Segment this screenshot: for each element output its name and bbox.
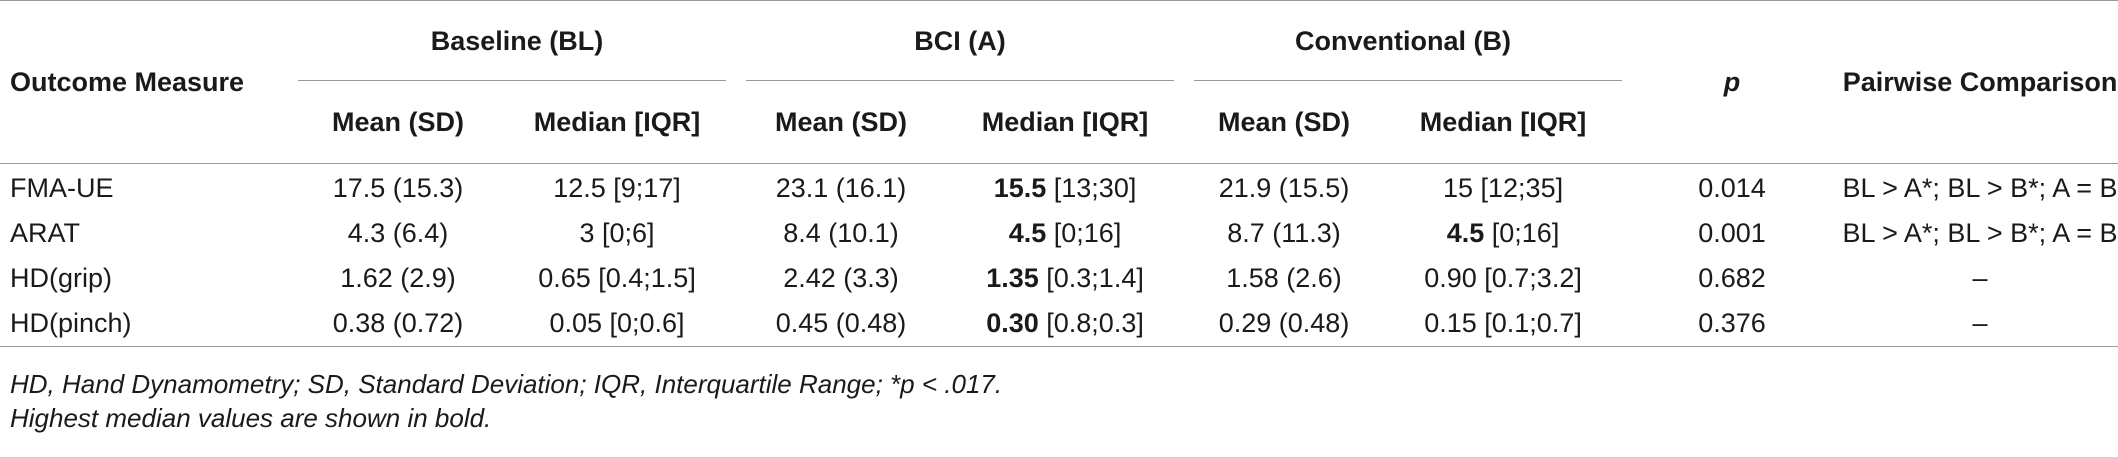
cell-a-median: 0.30 [0.8;0.3] [946, 301, 1185, 347]
median-value-bold: 4.5 [1446, 218, 1485, 248]
cell-bl-mean: 4.3 (6.4) [347, 218, 449, 248]
iqr-value: [0.7;3.2] [1476, 263, 1582, 293]
header-group-bci-label: BCI (A) [914, 25, 1006, 56]
table-footnotes: HD, Hand Dynamometry; SD, Standard Devia… [10, 367, 1002, 435]
table-row: ARAT 4.3 (6.4) 3 [0;6] 8.4 (10.1) 4.5 [0… [0, 211, 2118, 256]
cell-a-mean: 8.4 (10.1) [783, 218, 899, 248]
subheader-bl-mean: Mean (SD) [331, 106, 464, 137]
cell-pairwise: – [1972, 263, 1988, 293]
subheader-a-mean: Mean (SD) [775, 106, 908, 137]
cell-bl-median: 12.5 [9;17] [498, 164, 736, 212]
header-row-stats: Mean (SD) Median [IQR] Mean (SD) Median … [0, 81, 2118, 164]
iqr-value: [0;16] [1484, 218, 1560, 248]
median-value: 0.05 [549, 308, 602, 338]
cell-p: 0.376 [1622, 301, 1843, 347]
cell-pairwise: BL > A*; BL > B*; A = B [1842, 218, 2118, 248]
results-table: Outcome Measure Baseline (BL) BCI (A) Co… [0, 0, 2118, 347]
footnote-bold-explanation: Highest median values are shown in bold. [10, 403, 492, 433]
median-value: 15 [1442, 173, 1474, 203]
table-row: FMA-UE 17.5 (15.3) 12.5 [9;17] 23.1 (16.… [0, 164, 2118, 212]
iqr-value: [0;0.6] [602, 308, 685, 338]
iqr-value: [0.3;1.4] [1038, 263, 1144, 293]
cell-bl-median: 0.65 [0.4;1.5] [498, 256, 736, 301]
results-table-container: Outcome Measure Baseline (BL) BCI (A) Co… [0, 0, 2118, 347]
header-outcome-measure: Outcome Measure [0, 0, 298, 164]
subheader-bl-median: Median [IQR] [533, 106, 701, 137]
cell-pairwise: BL > A*; BL > B*; A = B [1842, 173, 2118, 203]
iqr-value: [0.1;0.7] [1476, 308, 1582, 338]
group-underline-bci [746, 80, 1175, 81]
cell-p: 0.001 [1698, 218, 1766, 248]
table-row: HD(grip) 1.62 (2.9) 0.65 [0.4;1.5] 2.42 … [0, 256, 2118, 301]
cell-a-mean: 0.45 (0.48) [736, 301, 947, 347]
cell-measure: ARAT [10, 218, 81, 248]
header-group-conventional-label: Conventional (B) [1295, 25, 1512, 56]
subheader-b-median: Median [IQR] [1419, 106, 1587, 137]
iqr-value: [13;30] [1046, 173, 1137, 203]
cell-bl-median: 3 [0;6] [498, 211, 736, 256]
cell-a-mean: 2.42 (3.3) [783, 263, 899, 293]
median-value: 0.65 [538, 263, 591, 293]
cell-a-mean: 23.1 (16.1) [775, 173, 907, 203]
cell-a-median: 4.5 [0;16] [946, 211, 1184, 256]
iqr-value: [0.8;0.3] [1038, 308, 1144, 338]
cell-bl-mean: 0.38 (0.72) [298, 301, 498, 347]
table-body: FMA-UE 17.5 (15.3) 12.5 [9;17] 23.1 (16.… [0, 164, 2118, 347]
cell-p: 0.014 [1698, 173, 1766, 203]
header-row-groups: Outcome Measure Baseline (BL) BCI (A) Co… [0, 0, 2118, 164]
group-underline-baseline [298, 80, 727, 81]
cell-bl-median: 0.05 [0;0.6] [498, 301, 737, 347]
header-group-bci: BCI (A) [736, 0, 1185, 81]
median-value: 0.15 [1424, 308, 1477, 338]
iqr-value: [0;16] [1046, 218, 1122, 248]
median-value: 3 [579, 218, 595, 248]
cell-a-median: 15.5 [13;30] [946, 164, 1184, 212]
cell-b-median: 15 [12;35] [1384, 164, 1622, 212]
cell-b-mean: 8.7 (11.3) [1227, 218, 1341, 248]
cell-b-mean: 0.29 (0.48) [1184, 301, 1385, 347]
cell-b-mean: 1.58 (2.6) [1226, 263, 1342, 293]
header-group-baseline-label: Baseline (BL) [430, 25, 604, 56]
header-p-value: p [1622, 0, 1843, 164]
subheader-a-median: Median [IQR] [981, 106, 1149, 137]
iqr-value: [0.4;1.5] [590, 263, 696, 293]
median-value-bold: 15.5 [993, 173, 1047, 203]
table-header: Outcome Measure Baseline (BL) BCI (A) Co… [0, 0, 2118, 164]
cell-b-median: 0.15 [0.1;0.7] [1384, 301, 1623, 347]
cell-bl-mean: 1.62 (2.9) [340, 263, 456, 293]
header-group-baseline: Baseline (BL) [298, 0, 737, 81]
cell-measure: HD(pinch) [0, 301, 298, 347]
iqr-value: [12;35] [1473, 173, 1564, 203]
cell-measure: FMA-UE [10, 173, 114, 203]
median-value-bold: 0.30 [986, 308, 1039, 338]
cell-measure: HD(grip) [10, 263, 113, 293]
cell-a-median: 1.35 [0.3;1.4] [946, 256, 1184, 301]
cell-pairwise: – [1842, 301, 2118, 347]
group-underline-conventional [1194, 80, 1623, 81]
median-value-bold: 4.5 [1008, 218, 1047, 248]
table-row: HD(pinch) 0.38 (0.72) 0.05 [0;0.6] 0.45 … [0, 301, 2118, 347]
median-value: 0.90 [1424, 263, 1477, 293]
iqr-value: [9;17] [605, 173, 681, 203]
header-pairwise-comparison: Pairwise Comparison [1842, 0, 2118, 164]
footnote-abbreviations: HD, Hand Dynamometry; SD, Standard Devia… [10, 369, 1003, 399]
cell-p: 0.682 [1698, 263, 1766, 293]
cell-b-median: 0.90 [0.7;3.2] [1384, 256, 1622, 301]
median-value-bold: 1.35 [986, 263, 1039, 293]
median-value: 12.5 [553, 173, 606, 203]
cell-b-median: 4.5 [0;16] [1384, 211, 1622, 256]
header-group-conventional: Conventional (B) [1184, 0, 1623, 81]
cell-b-mean: 21.9 (15.5) [1218, 173, 1350, 203]
subheader-b-mean: Mean (SD) [1218, 106, 1351, 137]
cell-bl-mean: 17.5 (15.3) [332, 173, 464, 203]
iqr-value: [0;6] [594, 218, 655, 248]
